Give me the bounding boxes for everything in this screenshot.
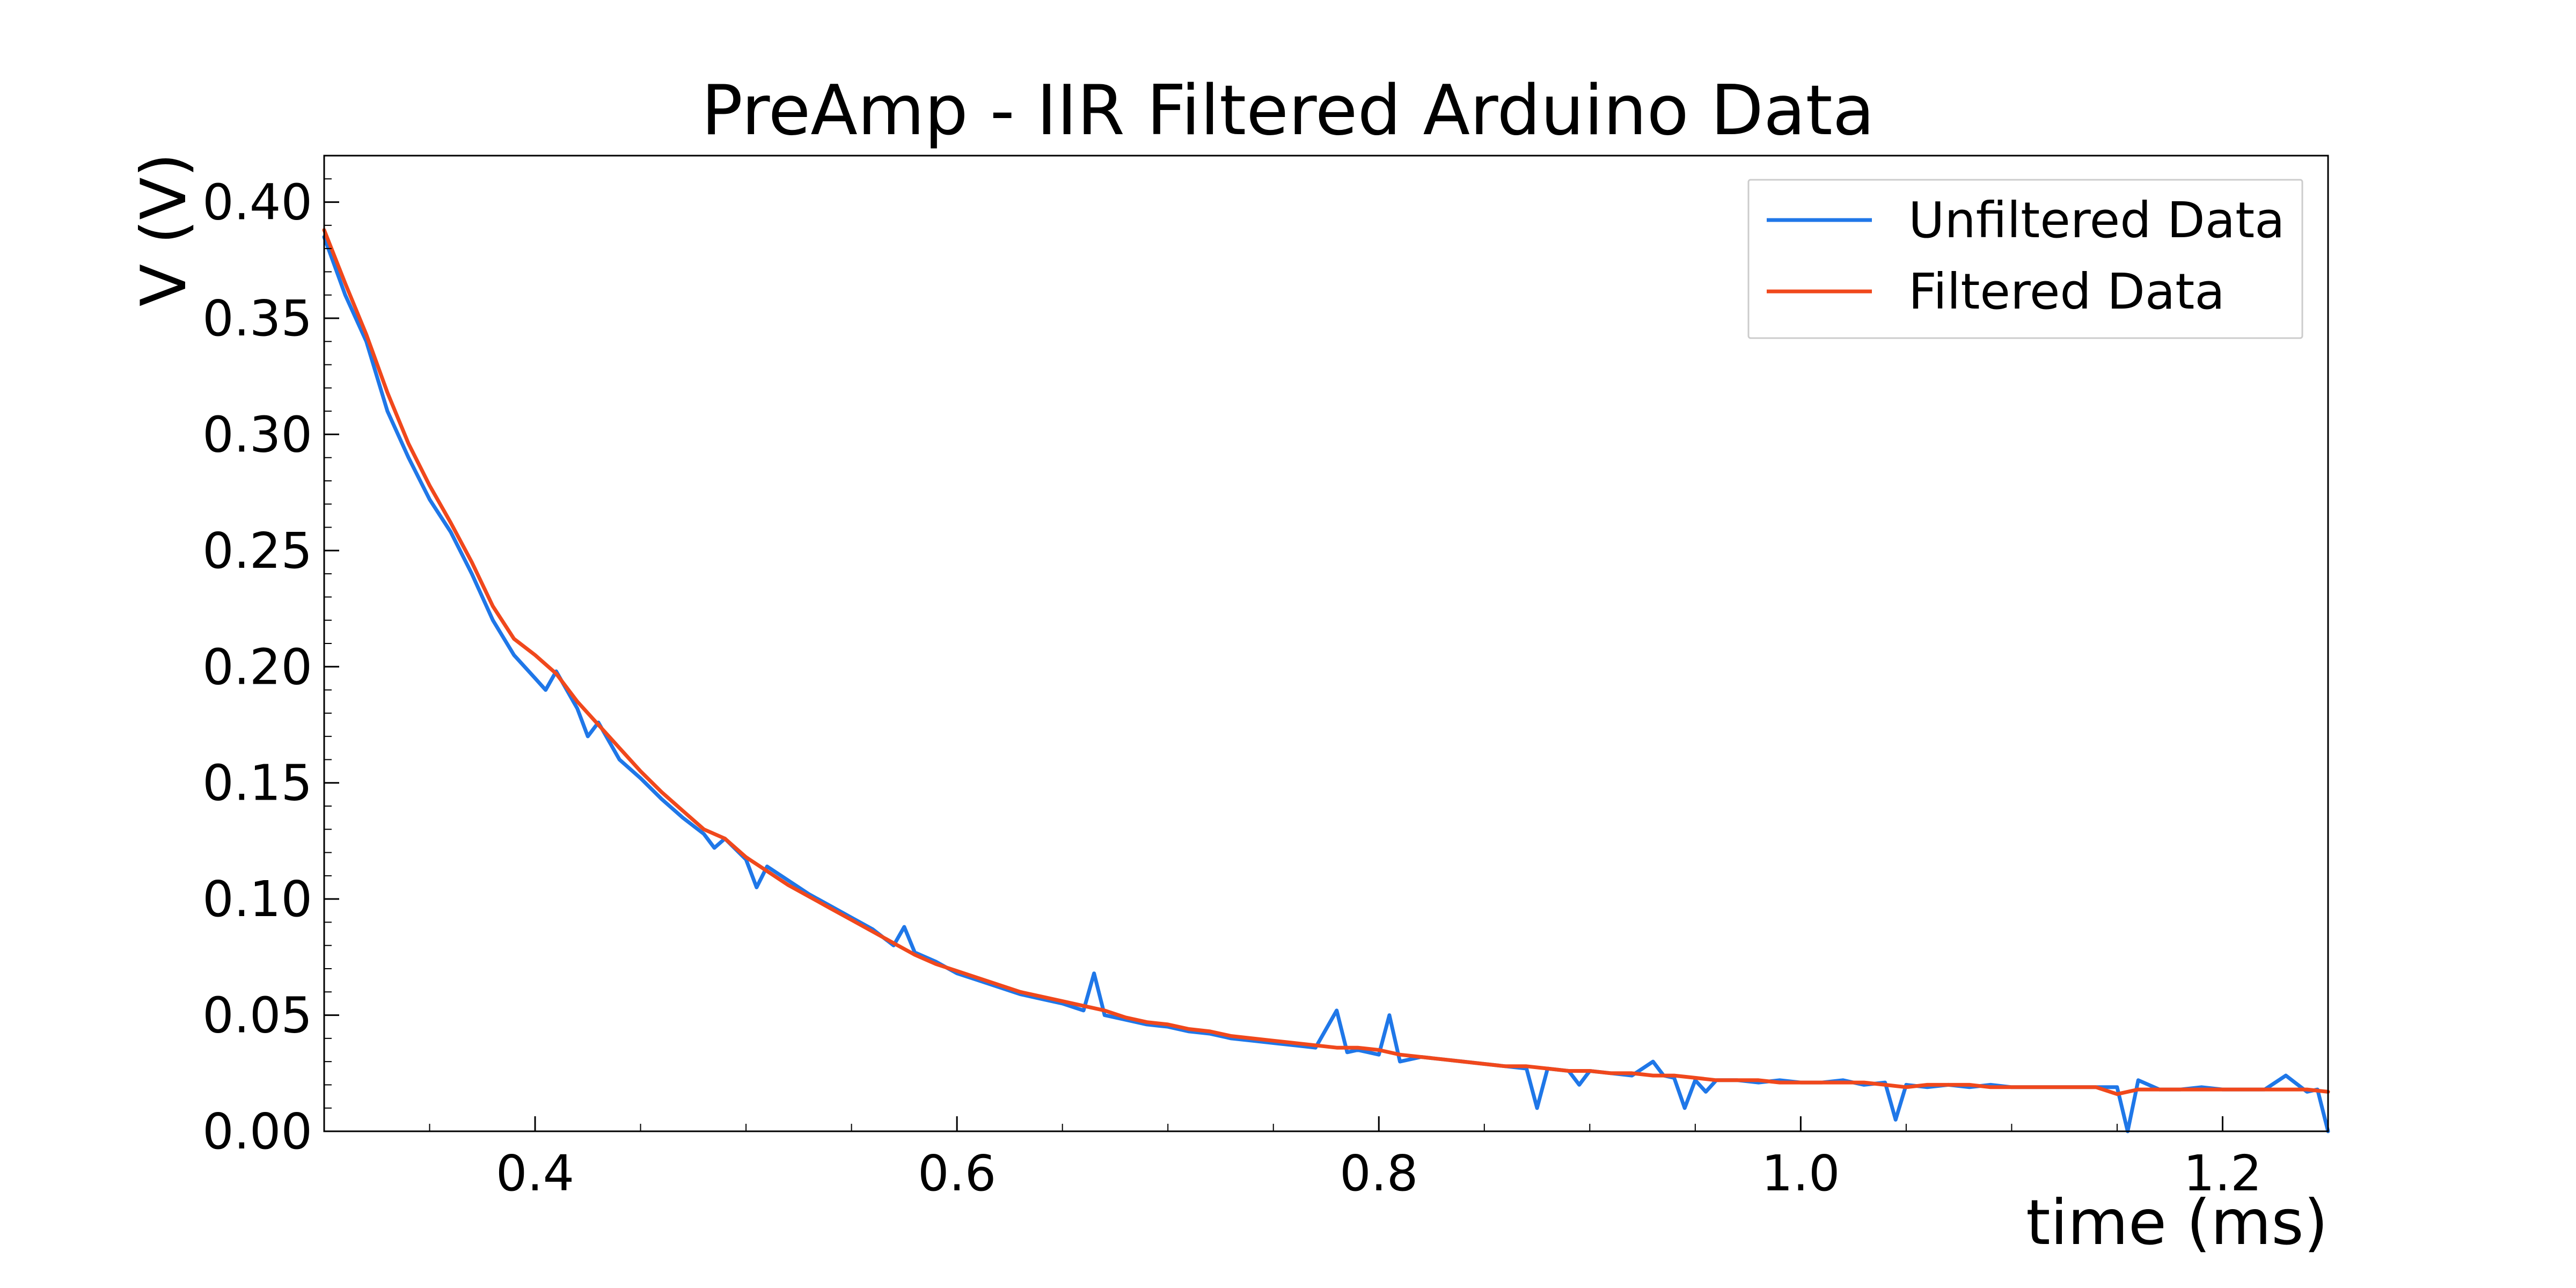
- y-tick-label: 0.30: [202, 406, 312, 463]
- legend-box: [1747, 179, 2303, 339]
- x-tick-label: 1.2: [2183, 1145, 2262, 1202]
- x-axis-label: time (ms): [2026, 1187, 2328, 1259]
- y-tick-label: 0.00: [202, 1103, 312, 1160]
- x-tick-label: 0.8: [1340, 1145, 1418, 1202]
- y-tick-label: 0.20: [202, 638, 312, 696]
- plot-frame: [323, 155, 2329, 1132]
- legend-label-unfiltered: Unfiltered Data: [1908, 192, 2285, 249]
- y-tick-label: 0.05: [202, 987, 312, 1044]
- y-tick-label: 0.15: [202, 755, 312, 812]
- y-tick-label: 0.25: [202, 522, 312, 580]
- legend: Unfiltered Data Filtered Data: [1747, 179, 2303, 339]
- series-line-filtered: [322, 228, 2330, 1096]
- y-axis-label: V (V): [128, 153, 200, 306]
- series-layer: [322, 228, 2330, 1133]
- y-tick-label: 0.10: [202, 870, 312, 928]
- chart-title: PreAmp - IIR Filtered Arduino Data: [701, 71, 1875, 151]
- y-tick-label: 0.40: [202, 174, 312, 231]
- ticks-layer: 0.00 0.05 0.10 0.15 0.20 0.25 0.30 0.35 0.40 0.4 0…: [202, 174, 2262, 1202]
- y-tick-label: 0.35: [202, 290, 312, 347]
- series-line-unfiltered: [322, 235, 2330, 1133]
- x-tick-label: 0.6: [918, 1145, 996, 1202]
- x-tick-label: 0.4: [496, 1145, 574, 1202]
- x-tick-label: 1.0: [1761, 1145, 1840, 1202]
- legend-label-filtered: Filtered Data: [1908, 263, 2225, 320]
